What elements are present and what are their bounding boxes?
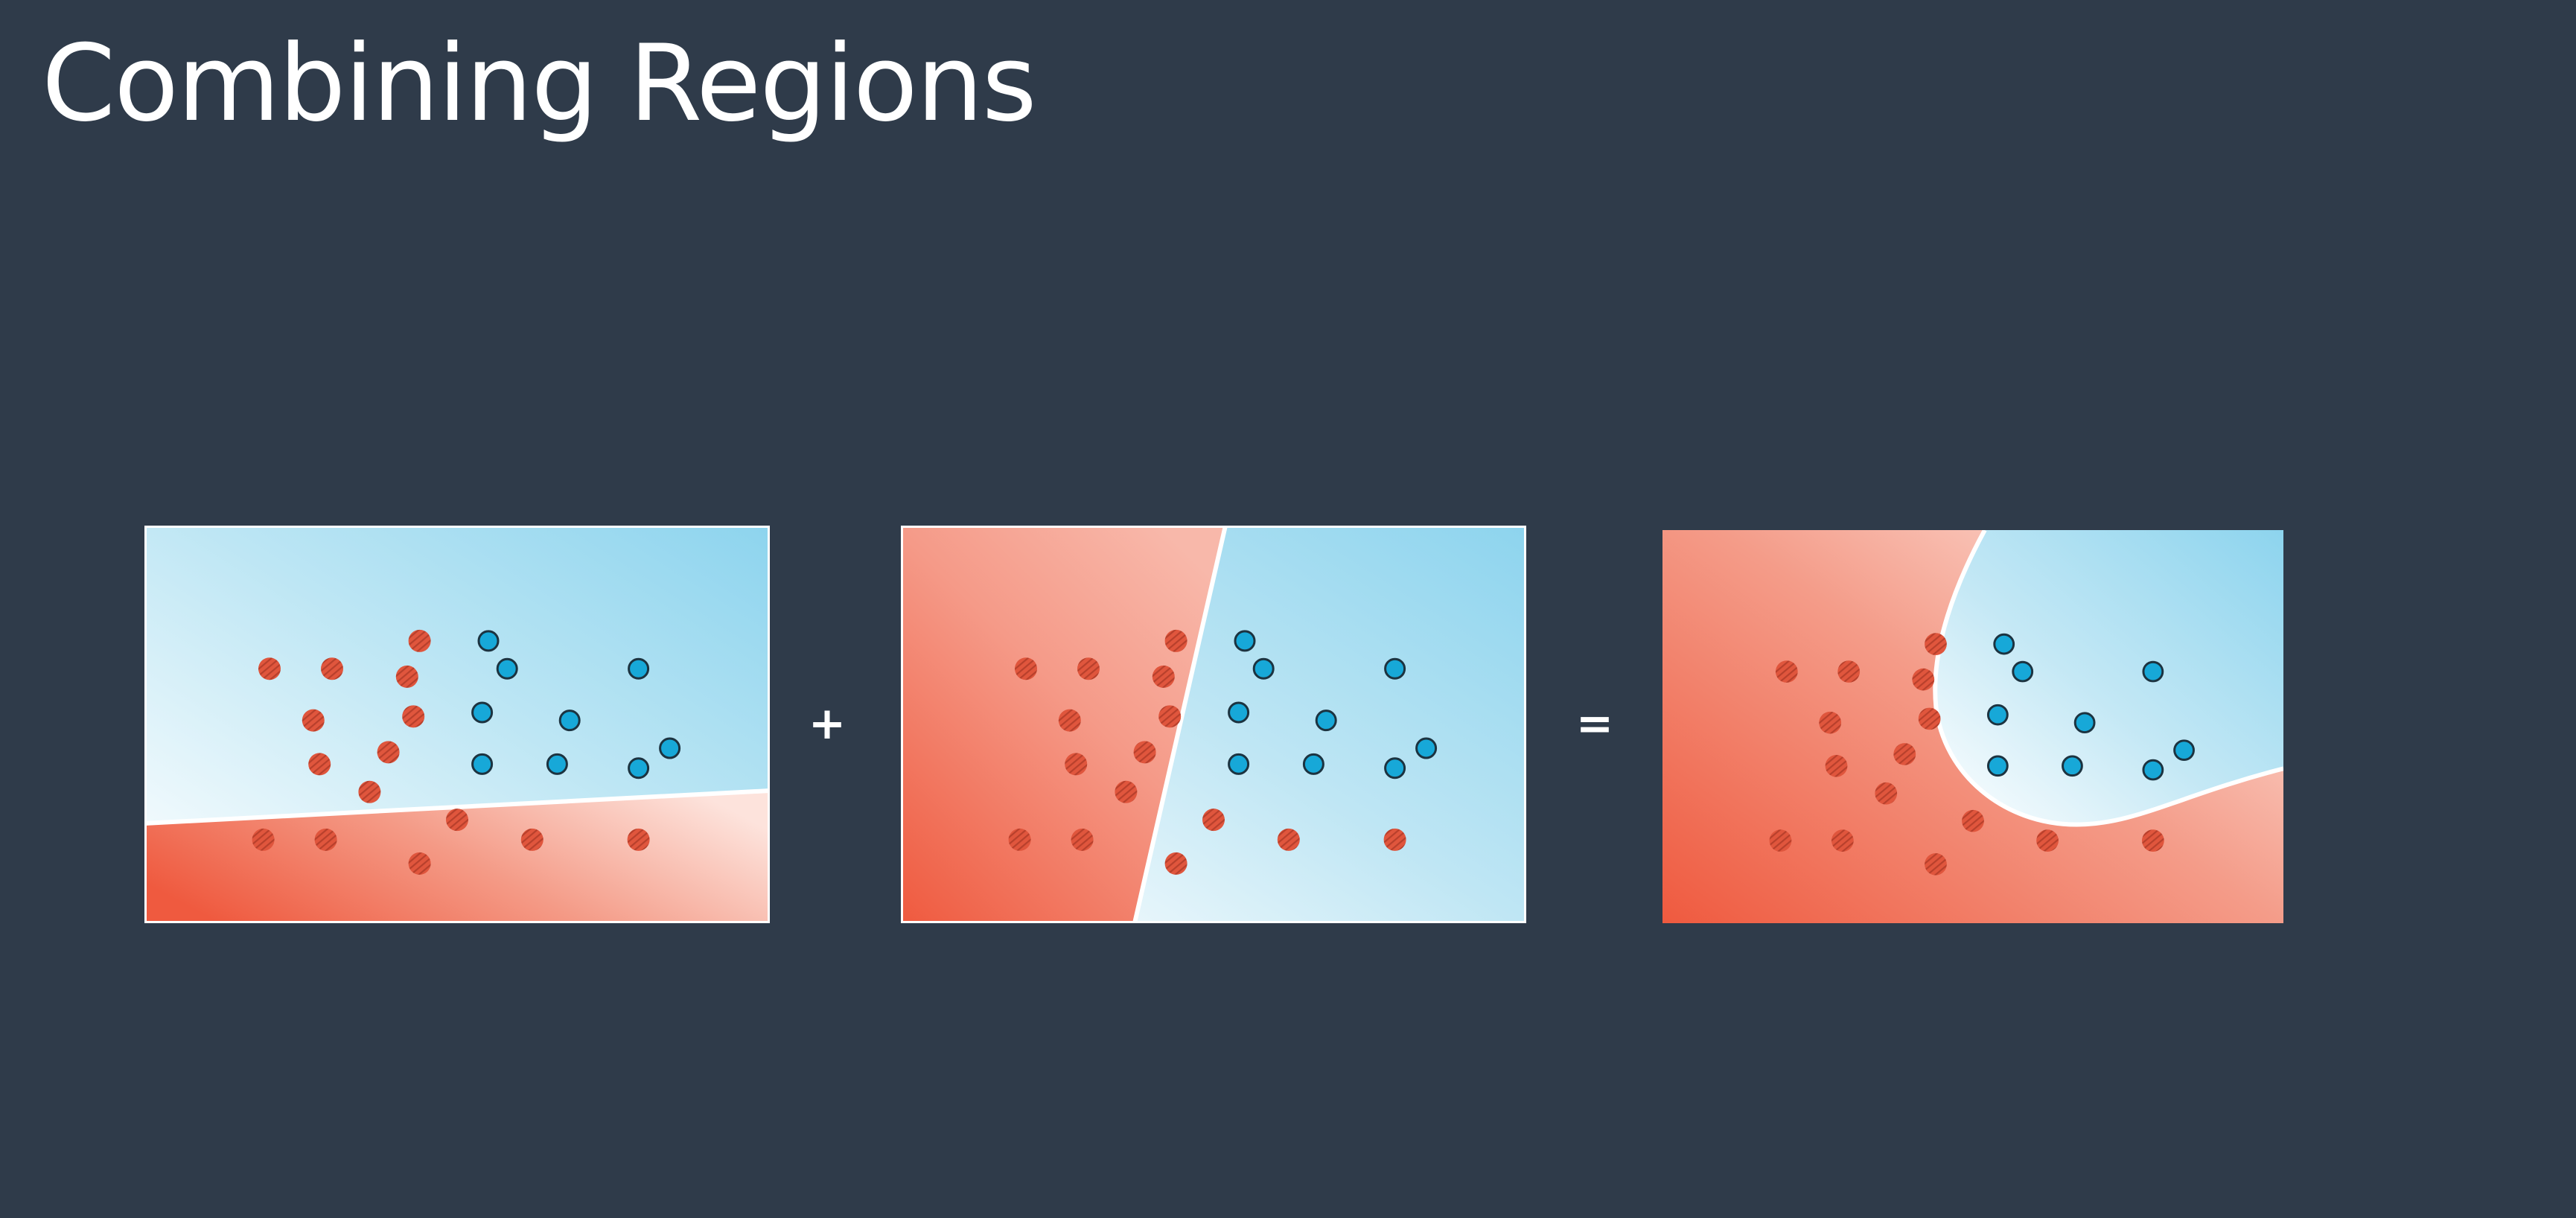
red-point <box>1925 633 1947 655</box>
red-point <box>1164 629 1187 652</box>
red-point <box>1837 660 1861 683</box>
red-point <box>1918 707 1941 730</box>
blue-point <box>1415 737 1438 759</box>
blue-point <box>1302 753 1324 775</box>
red-point <box>1925 852 1947 876</box>
blue-point <box>496 657 518 680</box>
red-point <box>408 629 431 652</box>
blue-point <box>1234 630 1256 652</box>
blue-point <box>546 753 568 775</box>
blue-point <box>1315 710 1337 732</box>
red-region <box>144 791 770 923</box>
red-point <box>1912 668 1935 691</box>
plus-sign: + <box>809 698 846 750</box>
blue-point <box>2073 712 2096 734</box>
red-point <box>252 828 275 851</box>
blue-point <box>1384 657 1406 680</box>
red-point <box>1015 657 1037 680</box>
blue-point <box>471 701 494 724</box>
red-point <box>1775 660 1798 683</box>
red-point <box>402 705 425 728</box>
red-point <box>1058 709 1081 732</box>
blue-point <box>1986 704 2009 726</box>
red-point <box>302 709 325 732</box>
blue-point <box>659 737 681 759</box>
blue-point <box>1986 755 2009 777</box>
blue-point <box>1252 657 1275 680</box>
red-point <box>520 828 543 851</box>
red-point <box>1769 829 1792 852</box>
red-point <box>258 657 281 680</box>
blue-point <box>2142 660 2164 683</box>
red-point <box>627 828 650 851</box>
red-point <box>1825 754 1848 777</box>
combined-boundary-panel <box>1662 530 2283 923</box>
equals-sign: = <box>1576 698 1613 750</box>
blue-point <box>2012 660 2034 683</box>
blue-point <box>1384 757 1406 779</box>
red-point <box>395 665 418 688</box>
red-point <box>308 753 331 776</box>
blue-point <box>628 657 650 680</box>
slide-title: Combining Regions <box>42 22 1037 145</box>
boundary-line <box>144 788 770 826</box>
red-point <box>321 657 343 680</box>
panel-border <box>901 526 1526 923</box>
boundary-line <box>1933 530 2283 827</box>
blue-point <box>558 710 581 732</box>
blue-point <box>1228 753 1250 775</box>
red-point <box>1277 828 1300 851</box>
red-point <box>408 852 431 875</box>
red-point <box>2036 829 2059 852</box>
blue-point <box>628 757 650 779</box>
red-point <box>1008 828 1031 851</box>
red-point <box>1164 852 1187 875</box>
panel-border <box>144 526 770 923</box>
red-point <box>1065 753 1088 776</box>
blue-point <box>471 753 494 775</box>
blue-point <box>1228 701 1250 724</box>
blue-point <box>2062 755 2083 777</box>
red-point <box>1152 665 1175 688</box>
red-point <box>377 741 400 764</box>
boundary-line <box>1132 526 1228 923</box>
red-point <box>1962 809 1984 832</box>
red-point <box>2141 829 2164 852</box>
blue-point <box>477 630 500 652</box>
blue-point <box>1993 633 2015 655</box>
horizontal-boundary-panel <box>144 526 770 923</box>
red-point <box>1831 829 1854 852</box>
red-point <box>1071 828 1094 851</box>
red-point <box>358 780 381 803</box>
red-point <box>1115 780 1138 803</box>
blue-region <box>1935 530 2283 825</box>
red-point <box>446 809 468 832</box>
blue-point <box>2173 739 2195 762</box>
blue-point <box>2142 759 2164 781</box>
red-point <box>314 828 337 851</box>
red-point <box>1133 741 1156 764</box>
red-point <box>1383 828 1406 851</box>
slanted-boundary-panel <box>901 526 1526 923</box>
red-point <box>1158 705 1182 728</box>
red-point <box>1077 657 1100 680</box>
red-point <box>1875 782 1898 805</box>
red-point <box>1893 743 1916 765</box>
red-point <box>1819 711 1842 734</box>
red-point <box>1202 809 1225 832</box>
